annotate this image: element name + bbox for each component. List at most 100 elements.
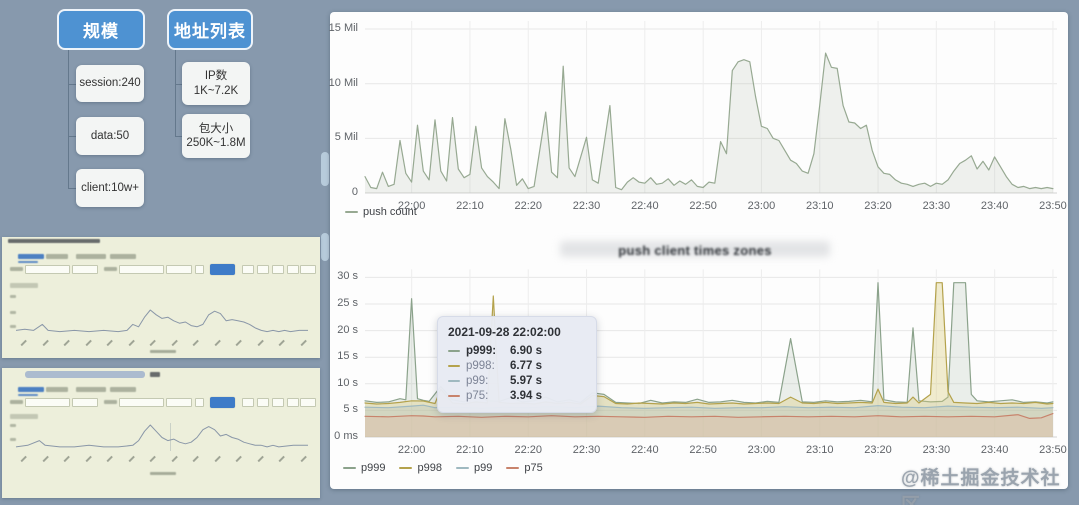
legend-item-p999[interactable]: p999 (343, 462, 385, 474)
quick-range-button[interactable] (242, 265, 254, 274)
connector-line (175, 84, 183, 85)
dropdown-select[interactable] (300, 398, 316, 407)
connector-line (68, 188, 77, 189)
x-tick-placeholder (63, 339, 70, 346)
time-input[interactable] (72, 398, 98, 407)
quick-range-button[interactable] (287, 398, 299, 407)
scroll-indicator[interactable] (321, 233, 329, 261)
x-tick-placeholder (192, 339, 199, 346)
field-label-placeholder (10, 267, 23, 271)
push-count-y-tick-label: 15 Mil (328, 22, 358, 35)
legend-item-p998[interactable]: p998 (399, 462, 442, 474)
date-input[interactable] (119, 398, 164, 407)
address-bar-placeholder[interactable] (25, 371, 145, 378)
legend-item-p99[interactable]: p99 (455, 462, 492, 474)
tab-placeholder[interactable] (46, 254, 68, 259)
tooltip-series-value: 5.97 s (510, 375, 542, 387)
quick-range-button[interactable] (287, 265, 299, 274)
tab-active-placeholder[interactable] (18, 387, 44, 392)
push-count-y-tick-label: 10 Mil (328, 76, 358, 89)
push-client-x-tick-label: 23:20 (864, 444, 892, 456)
tab-active-placeholder[interactable] (18, 254, 44, 259)
x-tick-placeholder (170, 339, 178, 346)
scroll-indicator[interactable] (321, 152, 329, 186)
tab-placeholder[interactable] (110, 387, 136, 392)
push-count-x-tick-label: 23:30 (922, 200, 951, 212)
quick-range-button[interactable] (257, 398, 269, 407)
quick-range-button[interactable] (272, 265, 284, 274)
push-client-x-tick-label: 23:50 (1039, 444, 1067, 456)
series-color-dash-icon (448, 365, 460, 367)
push-client-y-tick-label: 30 s (337, 270, 358, 283)
tab-placeholder[interactable] (46, 387, 68, 392)
date-input[interactable] (25, 398, 70, 407)
diagram-node-packet-size: 包大小 250K~1.8M (182, 114, 250, 158)
x-tick-placeholder (278, 339, 285, 346)
quick-range-button[interactable] (242, 398, 254, 407)
push-client-y-tick-label: 10 s (337, 376, 358, 389)
push-client-x-tick-label: 23:10 (805, 444, 834, 456)
time-input[interactable] (166, 265, 192, 274)
tooltip-series-value: 6.77 s (510, 360, 542, 372)
thumbnail-chart-1 (15, 309, 308, 333)
small-input[interactable] (195, 398, 204, 407)
x-tick-placeholder (235, 339, 242, 346)
x-tick-placeholder (20, 455, 27, 462)
time-input[interactable] (166, 398, 192, 407)
date-input[interactable] (119, 265, 164, 274)
tooltip-series-label: p75: (466, 390, 489, 402)
tooltip-rows: p999: 6.90 s p998: 6.77 s p99: 5.97 s p75: 3.94… (448, 345, 586, 402)
series-color-dash-icon (399, 467, 413, 469)
legend-item-p75[interactable]: p75 (506, 462, 543, 474)
y-tick-placeholder (10, 325, 16, 328)
connector-line (175, 50, 176, 136)
push-client-x-tick-label: 22:00 (397, 444, 426, 456)
push-client-chart-title: push client times zones (618, 243, 772, 258)
time-input[interactable] (72, 265, 98, 274)
push-client-legend: p999 p998 p99 p75 (343, 462, 543, 474)
x-tick-placeholder (213, 339, 221, 346)
push-count-x-tick-label: 23:10 (805, 200, 834, 212)
series-color-dash-icon (448, 350, 460, 352)
x-tick-placeholder (170, 455, 178, 462)
date-input[interactable] (25, 265, 70, 274)
connector-line (68, 84, 77, 85)
quick-range-button[interactable] (257, 265, 269, 274)
connector-line (68, 136, 77, 137)
quick-range-button[interactable] (272, 398, 284, 407)
tooltip-series-value: 6.90 s (510, 345, 542, 357)
push-client-y-tick-label: 0 ms (334, 430, 358, 442)
tab-placeholder[interactable] (76, 254, 106, 259)
tooltip-series-value: 3.94 s (510, 390, 542, 402)
tab-placeholder[interactable] (76, 387, 106, 392)
push-client-plot[interactable] (364, 269, 1057, 440)
small-input[interactable] (195, 265, 204, 274)
tab-underline (18, 394, 38, 396)
series-color-dash-icon (343, 467, 356, 469)
diagram-node-label: 包大小 (198, 122, 234, 135)
diagram-node-label: client:10w+ (81, 181, 139, 194)
x-tick-placeholder (41, 455, 49, 462)
tab-placeholder[interactable] (110, 254, 136, 259)
push-count-y-tick-label: 5 Mil (334, 131, 358, 144)
crosshair-line (170, 423, 171, 451)
legend-item-push-count[interactable]: push count (345, 206, 417, 218)
diagram-node-data: data:50 (76, 117, 144, 155)
x-tick-placeholder (149, 455, 156, 462)
connector-line (68, 50, 69, 188)
dashboard-screenshot-2[interactable] (2, 368, 320, 498)
push-count-x-tick-label: 22:10 (456, 200, 484, 212)
push-count-plot[interactable] (364, 20, 1057, 194)
dropdown-select[interactable] (300, 265, 316, 274)
series-color-dash-icon (506, 467, 520, 469)
section-label-placeholder (10, 283, 38, 288)
legend-placeholder (150, 472, 176, 475)
query-button[interactable] (210, 397, 235, 408)
dashboard-screenshot-1[interactable] (2, 237, 320, 358)
x-tick-placeholder (299, 455, 307, 462)
x-tick-placeholder (213, 455, 221, 462)
diagram-node-ip-count: IP数 1K~7.2K (182, 62, 250, 105)
query-button[interactable] (210, 264, 235, 275)
tooltip-row-p75: p75: 3.94 s (448, 390, 586, 402)
